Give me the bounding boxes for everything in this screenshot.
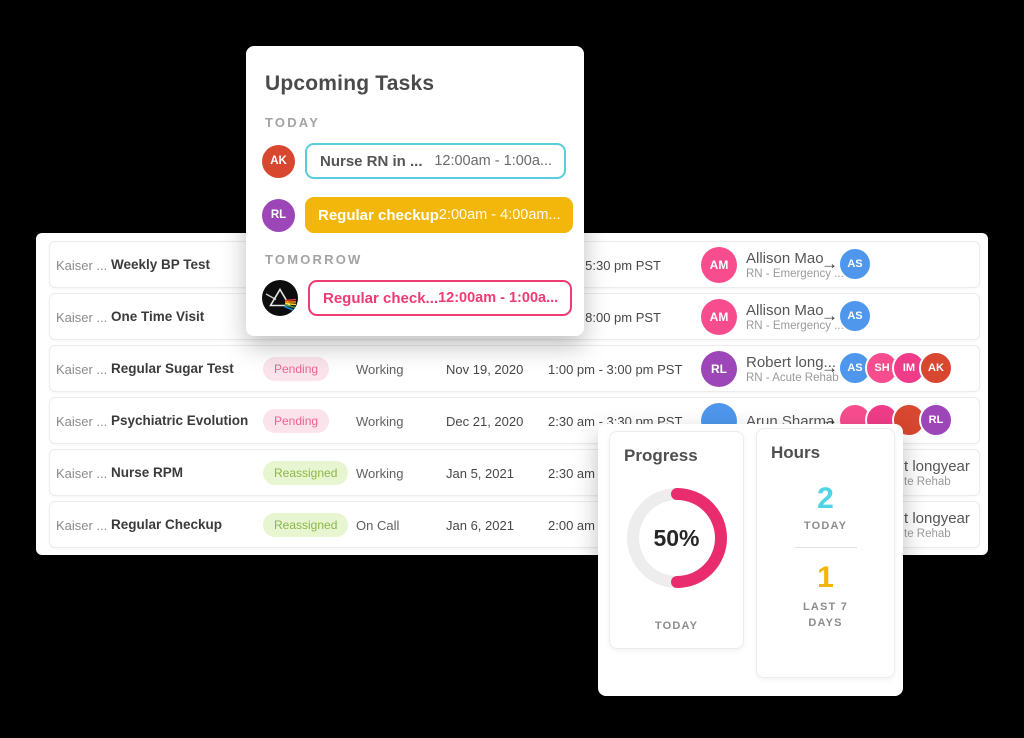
time-cell: - 5:30 pm PST	[577, 258, 661, 273]
schedule-cell: Working	[356, 362, 404, 377]
person-name-fragment: t longyear te Rehab	[904, 510, 970, 541]
person-avatar: RL	[701, 351, 737, 387]
progress-card: Progress 50% TODAY	[609, 431, 744, 649]
date-cell: Jan 6, 2021	[446, 518, 514, 533]
client-cell: Kaiser ...	[56, 518, 108, 533]
assignee-avatar-stack: AS	[838, 299, 872, 333]
person-name: Robert long...	[746, 353, 837, 371]
person-avatar: AM	[701, 247, 737, 283]
upcoming-task-time: 12:00am - 1:00a...	[434, 153, 552, 169]
upcoming-task-row: AK Nurse RN in ... 12:00am - 1:00a...	[262, 143, 566, 179]
upcoming-task-time: 12:00am - 1:00a...	[438, 290, 559, 306]
donut-arc-start-cap	[627, 488, 727, 588]
date-cell: Jan 5, 2021	[446, 466, 514, 481]
assigned-person: AM Allison Mao RN - Emergency ...	[701, 299, 844, 335]
time-cell: 1:00 pm - 3:00 pm PST	[548, 362, 683, 377]
prism-avatar-icon	[262, 280, 298, 316]
task-name-cell: Regular Sugar Test	[111, 361, 234, 376]
assignee-avatar-stack: AS SH IM AK	[838, 351, 953, 385]
assignee-avatar: SH	[865, 351, 899, 385]
table-row[interactable]: Kaiser ... Regular Sugar Test Pending Worki…	[49, 345, 980, 392]
upcoming-tasks-list: TODAY AK Nurse RN in ... 12:00am - 1:00a...…	[246, 115, 584, 316]
task-name-cell: Regular Checkup	[111, 517, 223, 532]
progress-caption: TODAY	[654, 620, 699, 632]
person-name-block: Allison Mao RN - Emergency ...	[746, 250, 844, 281]
reassign-arrow-icon: →	[821, 306, 838, 325]
schedule-cell: Working	[356, 414, 404, 429]
schedule-cell: Working	[356, 466, 404, 481]
reassign-arrow-icon: →	[821, 358, 838, 377]
upcoming-task-time: 2:00am - 4:00am...	[438, 207, 561, 223]
hours-week-label-line2: DAYS	[808, 617, 843, 629]
person-name: t longyear	[904, 510, 970, 527]
assignee-avatar-stack: AS	[838, 247, 872, 281]
upcoming-tasks-title: Upcoming Tasks	[265, 72, 435, 95]
section-label: TOMORROW	[265, 252, 363, 267]
upcoming-task-row: Regular check... 12:00am - 1:00a...	[262, 280, 573, 316]
person-name-fragment: t longyear te Rehab	[904, 458, 970, 489]
status-badge: Pending	[263, 409, 330, 433]
time-cell: 2:30 am - 3	[548, 466, 614, 481]
person-name-block: Robert long... RN - Acute Rehab	[746, 354, 839, 385]
task-avatar: RL	[262, 198, 295, 232]
progress-title: Progress	[624, 446, 698, 465]
assignee-avatar: RL	[919, 403, 953, 437]
person-name: t longyear	[904, 458, 970, 475]
task-name-cell: Psychiatric Evolution	[111, 413, 249, 428]
hours-today-label: TODAY	[803, 520, 848, 532]
assignee-avatar: AS	[838, 299, 872, 333]
upcoming-task-name: Regular check...	[323, 289, 439, 307]
assigned-person: AM Allison Mao RN - Emergency ...	[701, 247, 844, 283]
person-name-block: Allison Mao RN - Emergency ...	[746, 302, 844, 333]
hours-title: Hours	[771, 443, 821, 462]
person-role: te Rehab	[904, 476, 951, 488]
hours-today-value: 2	[817, 482, 834, 515]
stats-card: Progress 50% TODAY Hours 2 TODAY 1 LAST …	[598, 424, 903, 696]
assigned-person: RL Robert long... RN - Acute Rehab	[701, 351, 839, 387]
upcoming-task-name: Nurse RN in ...	[320, 152, 423, 170]
upcoming-task-pill[interactable]: Nurse RN in ... 12:00am - 1:00a...	[305, 143, 566, 179]
progress-percent-label: 50%	[653, 524, 700, 551]
client-cell: Kaiser ...	[56, 310, 108, 325]
person-avatar: AM	[701, 299, 737, 335]
person-name: Allison Mao	[746, 249, 824, 267]
time-cell: 2:00 am - 4	[548, 518, 614, 533]
upcoming-task-pill[interactable]: Regular checkup 2:00am - 4:00am...	[305, 197, 573, 233]
upcoming-task-name: Regular checkup	[318, 206, 439, 224]
hours-week-value: 1	[817, 561, 834, 594]
status-badge: Reassigned	[263, 461, 349, 485]
hours-card: Hours 2 TODAY 1 LAST 7 DAYS	[756, 428, 895, 678]
task-name-cell: Nurse RPM	[111, 465, 184, 480]
date-cell: Dec 21, 2020	[446, 414, 524, 429]
upcoming-tasks-card: Upcoming Tasks TODAY AK Nurse RN in ... 12:…	[246, 46, 584, 336]
task-name-cell: Weekly BP Test	[111, 257, 211, 272]
status-badge: Reassigned	[263, 513, 349, 537]
person-role: RN - Emergency ...	[746, 267, 844, 280]
person-role: RN - Acute Rehab	[746, 371, 839, 384]
client-cell: Kaiser ...	[56, 414, 108, 429]
task-avatar: AK	[262, 144, 295, 178]
upcoming-task-row: RL Regular checkup 2:00am - 4:00am...	[262, 197, 573, 233]
hours-week-label-line1: LAST 7	[802, 601, 849, 613]
task-name-cell: One Time Visit	[111, 309, 205, 324]
date-cell: Nov 19, 2020	[446, 362, 524, 377]
status-badge: Pending	[263, 357, 330, 381]
hours-week-label: LAST 7 DAYS	[757, 599, 894, 631]
hours-divider	[794, 547, 857, 548]
person-role: RN - Emergency ...	[746, 319, 844, 332]
reassign-arrow-icon: →	[821, 254, 838, 273]
section-label: TODAY	[265, 115, 321, 130]
person-role: te Rehab	[904, 528, 951, 540]
upcoming-task-pill[interactable]: Regular check... 12:00am - 1:00a...	[308, 280, 573, 316]
person-name: Allison Mao	[746, 301, 824, 319]
client-cell: Kaiser ...	[56, 466, 108, 481]
client-cell: Kaiser ...	[56, 362, 108, 377]
time-cell: - 8:00 pm PST	[577, 310, 661, 325]
progress-donut-chart: 50%	[626, 488, 727, 588]
schedule-cell: On Call	[356, 518, 400, 533]
assignee-avatar: AS	[838, 247, 872, 281]
client-cell: Kaiser ...	[56, 258, 108, 273]
assignee-avatar: AK	[919, 351, 953, 385]
